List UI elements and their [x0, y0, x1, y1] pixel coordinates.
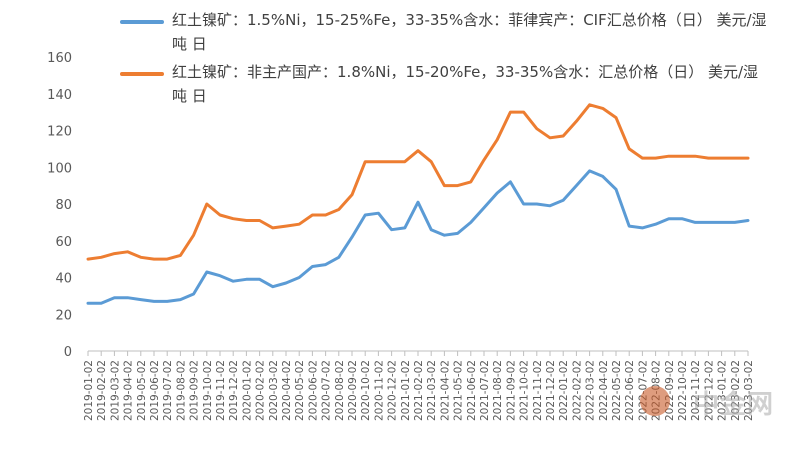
legend-item-laterite-philippines: 红土镍矿：1.5%Ni，15-25%Fe，33-35%含水：菲律宾产：CIF汇总… — [120, 8, 780, 56]
y-tick-label: 140 — [47, 88, 72, 103]
x-tick-label: 2021-05-02 — [453, 360, 465, 421]
x-tick-label: 2022-03-02 — [585, 360, 597, 421]
x-tick-label: 2019-02-02 — [96, 360, 108, 421]
x-tick-label: 2019-04-02 — [123, 360, 135, 421]
y-tick-label: 120 — [47, 125, 72, 140]
x-tick-label: 2022-05-02 — [611, 360, 623, 421]
series-line-blue — [86, 169, 750, 305]
x-tick-label: 2020-05-02 — [294, 360, 306, 421]
x-tick-label: 2022-01-02 — [558, 360, 570, 421]
x-tick-label: 2020-06-02 — [307, 360, 319, 421]
x-tick-label: 2019-10-02 — [202, 360, 214, 421]
x-tick-label: 2020-07-02 — [321, 360, 333, 421]
legend-swatch-blue — [120, 20, 164, 24]
y-tick-label: 20 — [55, 308, 72, 323]
x-tick-label: 2021-07-02 — [479, 360, 491, 421]
x-tick-label: 2021-11-02 — [532, 360, 544, 421]
x-tick-label: 2019-08-02 — [175, 360, 187, 421]
x-tick-label: 2020-02-02 — [255, 360, 267, 421]
x-tick-label: 2021-08-02 — [492, 360, 504, 421]
x-tick-label: 2020-11-02 — [373, 360, 385, 421]
x-tick-label: 2020-08-02 — [334, 360, 346, 421]
x-tick-label: 2021-02-02 — [413, 360, 425, 421]
x-tick-label: 2020-01-02 — [241, 360, 253, 421]
x-tick-label: 2020-09-02 — [347, 360, 359, 421]
y-tick-label: 40 — [55, 272, 72, 287]
y-tick-label: 100 — [47, 161, 72, 176]
y-tick-label: 160 — [47, 51, 72, 66]
x-tick-label: 2021-04-02 — [439, 360, 451, 421]
x-tick-label: 2019-09-02 — [189, 360, 201, 421]
x-tick-label: 2022-04-02 — [598, 360, 610, 421]
legend-label-laterite-non-major: 红土镍矿：非主产国产：1.8%Ni，15-20%Fe，33-35%含水：汇总价格… — [172, 63, 759, 105]
x-tick-label: 2022-02-02 — [571, 360, 583, 421]
x-tick-label: 2019-01-02 — [83, 360, 95, 421]
x-tick-label: 2020-12-02 — [387, 360, 399, 421]
x-tick-label: 2023-02-02 — [730, 360, 742, 421]
watermark-text: 中金网 — [692, 390, 774, 420]
x-tick-label: 2022-11-02 — [690, 360, 702, 421]
x-tick-label: 2023-01-02 — [717, 360, 729, 421]
legend: 红土镍矿：1.5%Ni，15-25%Fe，33-35%含水：菲律宾产：CIF汇总… — [120, 8, 780, 112]
x-tick-label: 2021-12-02 — [545, 360, 557, 421]
legend-label-laterite-philippines: 红土镍矿：1.5%Ni，15-25%Fe，33-35%含水：菲律宾产：CIF汇总… — [172, 11, 767, 53]
x-tick-label: 2021-09-02 — [505, 360, 517, 421]
x-tick-label: 2021-06-02 — [466, 360, 478, 421]
legend-swatch-orange — [120, 72, 164, 76]
x-tick-label: 2021-03-02 — [426, 360, 438, 421]
x-tick-label: 2019-03-02 — [109, 360, 121, 421]
x-tick-label: 2022-12-02 — [703, 360, 715, 421]
x-tick-label: 2023-03-02 — [743, 360, 755, 421]
watermark-logo-icon — [640, 386, 670, 416]
x-tick-label: 2019-06-02 — [149, 360, 161, 421]
x-tick-label: 2020-04-02 — [281, 360, 293, 421]
x-tick-label: 2022-10-02 — [677, 360, 689, 421]
series-line-orange — [86, 103, 750, 261]
x-tick-label: 2019-07-02 — [162, 360, 174, 421]
x-tick-label: 2019-05-02 — [136, 360, 148, 421]
x-tick-label: 2022-06-02 — [624, 360, 636, 421]
x-tick-label: 2021-10-02 — [519, 360, 531, 421]
legend-item-laterite-non-major: 红土镍矿：非主产国产：1.8%Ni，15-20%Fe，33-35%含水：汇总价格… — [120, 60, 780, 108]
y-tick-label: 80 — [55, 198, 72, 213]
y-tick-label: 60 — [55, 235, 72, 250]
x-tick-label: 2020-10-02 — [360, 360, 372, 421]
x-tick-label: 2019-12-02 — [228, 360, 240, 421]
y-tick-label: 0 — [64, 345, 72, 360]
x-tick-label: 2021-01-02 — [400, 360, 412, 421]
x-tick-label: 2020-03-02 — [268, 360, 280, 421]
x-tick-label: 2019-11-02 — [215, 360, 227, 421]
